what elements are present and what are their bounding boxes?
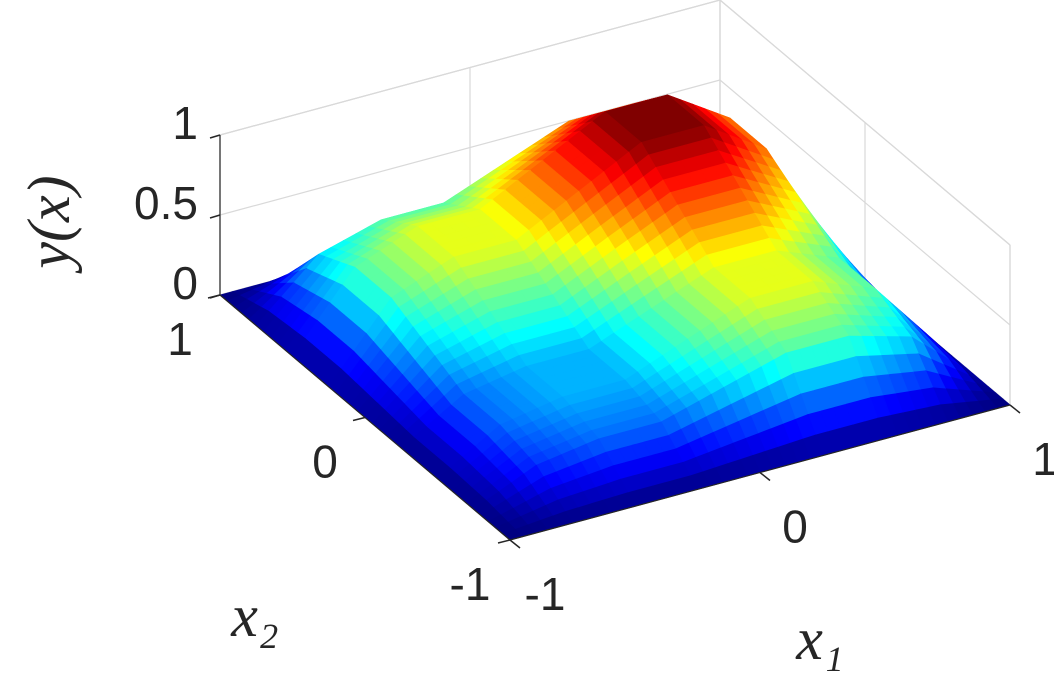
x-tick-label: -1: [525, 568, 566, 620]
y-tick-label: 0: [312, 436, 338, 488]
y-tick-label: -1: [450, 558, 491, 610]
x-tick-label: 1: [1032, 433, 1054, 485]
x-tick-label: 0: [782, 501, 808, 553]
z-tick-label: 1: [172, 97, 198, 149]
z-tick-label: 0.5: [134, 177, 198, 229]
z-tick-label: 0: [172, 257, 198, 309]
x-tick: [509, 539, 521, 549]
y-tick: [352, 416, 366, 422]
x-axis-label: x₁: [795, 606, 844, 672]
z-tick: [209, 214, 221, 219]
x-tick: [759, 471, 771, 482]
y-tick-label: 1: [167, 313, 193, 365]
y-tick: [497, 539, 511, 544]
z-axis-label: y(x): [16, 175, 82, 274]
y-axis-label: x₂: [230, 583, 279, 649]
z-tick: [209, 294, 221, 299]
z-tick: [209, 134, 221, 139]
x-tick: [1009, 404, 1021, 414]
